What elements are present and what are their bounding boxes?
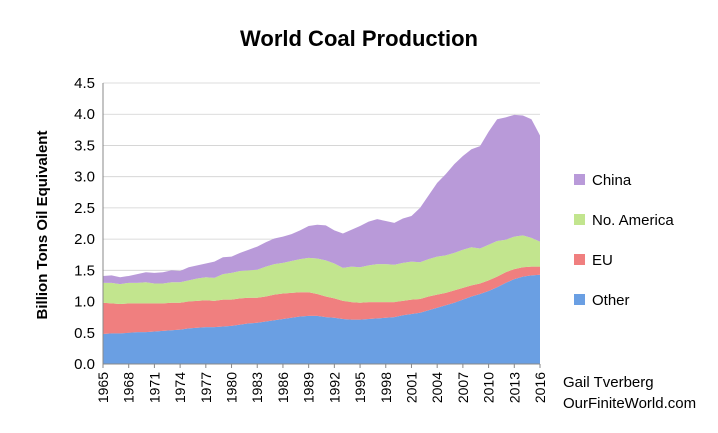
x-tick-1974: 1974 [172, 372, 188, 403]
x-tick-2007: 2007 [455, 372, 471, 403]
x-tick-1980: 1980 [224, 372, 240, 403]
x-tick-labels: 1965 1968 1971 1974 1977 1980 1983 1986 1989 1992… [95, 364, 548, 403]
legend-label-eu: EU [592, 252, 613, 269]
x-tick-1995: 1995 [352, 372, 368, 403]
x-tick-2016: 2016 [532, 372, 548, 403]
legend-swatch-no-america [574, 214, 585, 225]
legend-label-china: China [592, 172, 632, 189]
x-tick-1989: 1989 [301, 372, 317, 403]
x-tick-1968: 1968 [121, 372, 137, 403]
x-tick-2010: 2010 [481, 372, 497, 403]
x-tick-2004: 2004 [429, 372, 445, 403]
y-tick-labels: 0.0 0.5 1.0 1.5 2.0 2.5 3.0 3.5 4.0 4.5 [74, 75, 95, 373]
stacked-areas [103, 114, 540, 364]
legend-swatch-china [574, 174, 585, 185]
area-eu [103, 266, 540, 335]
y-tick-4.5: 4.5 [74, 75, 95, 92]
area-china [103, 114, 540, 285]
x-tick-2001: 2001 [403, 372, 419, 403]
x-tick-1998: 1998 [378, 372, 394, 403]
legend: China No. America EU Other [574, 172, 674, 309]
credit-site: OurFiniteWorld.com [563, 395, 696, 412]
area-other [103, 274, 540, 364]
x-tick-1983: 1983 [249, 372, 265, 403]
legend-label-other: Other [592, 292, 630, 309]
x-tick-1986: 1986 [275, 372, 291, 403]
chart-title: World Coal Production [240, 26, 478, 51]
y-tick-2.5: 2.5 [74, 200, 95, 217]
x-tick-1971: 1971 [146, 372, 162, 403]
legend-swatch-eu [574, 254, 585, 265]
legend-label-no-america: No. America [592, 212, 674, 229]
legend-swatch-other [574, 294, 585, 305]
y-tick-2.0: 2.0 [74, 231, 95, 248]
y-tick-3.5: 3.5 [74, 137, 95, 154]
axes [102, 83, 540, 365]
y-axis-label: Billion Tons Oil Equivalent [34, 131, 51, 320]
y-tick-4.0: 4.0 [74, 106, 95, 123]
y-tick-0.5: 0.5 [74, 325, 95, 342]
y-tick-0.0: 0.0 [74, 356, 95, 373]
y-tick-1.5: 1.5 [74, 262, 95, 279]
x-tick-1965: 1965 [95, 372, 111, 403]
credit-author: Gail Tverberg [563, 374, 654, 391]
y-tick-1.0: 1.0 [74, 294, 95, 311]
x-tick-2013: 2013 [506, 372, 522, 403]
x-tick-1992: 1992 [326, 372, 342, 403]
x-tick-1977: 1977 [198, 372, 214, 403]
area-no-america [103, 235, 540, 305]
y-tick-3.0: 3.0 [74, 169, 95, 186]
